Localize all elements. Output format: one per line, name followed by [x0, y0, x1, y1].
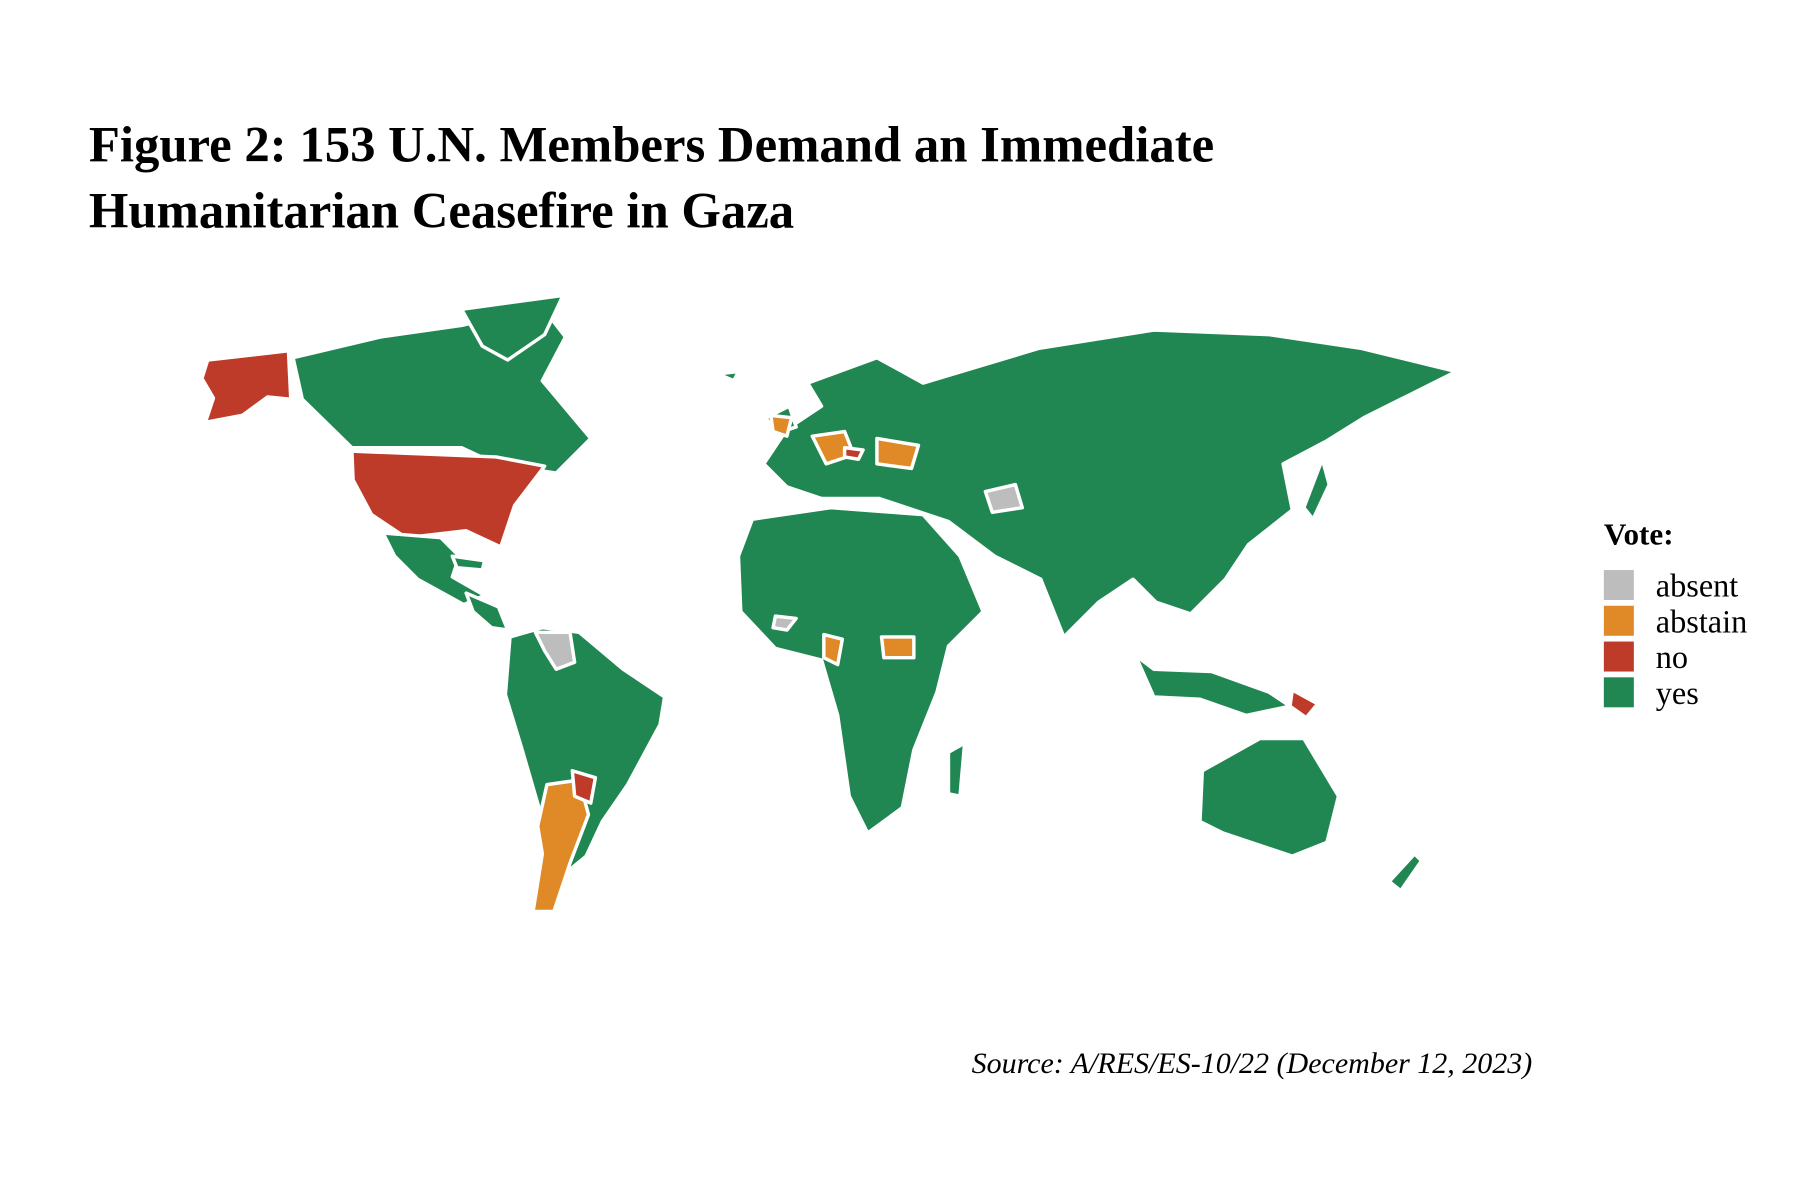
country	[503, 625, 667, 879]
country	[350, 449, 547, 549]
country	[842, 445, 865, 461]
legend-swatch	[1603, 641, 1634, 672]
country	[822, 632, 845, 667]
country	[983, 482, 1025, 515]
figure-title: Figure 2: 153 U.N. Members Demand an Imm…	[89, 117, 1214, 173]
country	[464, 591, 510, 632]
legend-label: no	[1656, 639, 1688, 675]
legend-label: yes	[1656, 675, 1699, 711]
country	[946, 741, 967, 798]
country	[879, 635, 916, 660]
country	[1387, 852, 1424, 893]
legend-label: absent	[1656, 568, 1739, 604]
legend-label: abstain	[1656, 603, 1747, 639]
world-map	[200, 293, 1458, 914]
source-note: Source: A/RES/ES-10/22 (December 12, 202…	[972, 1047, 1533, 1080]
country	[1198, 736, 1341, 858]
country	[1288, 688, 1320, 720]
country	[1302, 457, 1331, 521]
country	[200, 349, 293, 425]
country	[381, 531, 487, 607]
figure-title: Humanitarian Ceasefire in Gaza	[89, 182, 794, 238]
country	[736, 505, 985, 835]
country	[533, 630, 577, 671]
legend-swatch	[1603, 570, 1634, 600]
legend-swatch	[1603, 677, 1634, 708]
country	[769, 413, 794, 438]
legend-title: Vote:	[1604, 517, 1674, 552]
country	[762, 328, 1458, 639]
country	[875, 436, 921, 471]
country	[450, 554, 487, 572]
country	[715, 369, 741, 383]
country	[570, 769, 598, 805]
country	[771, 614, 798, 632]
country	[1133, 653, 1292, 718]
country	[459, 293, 565, 362]
legend-swatch	[1603, 605, 1634, 636]
